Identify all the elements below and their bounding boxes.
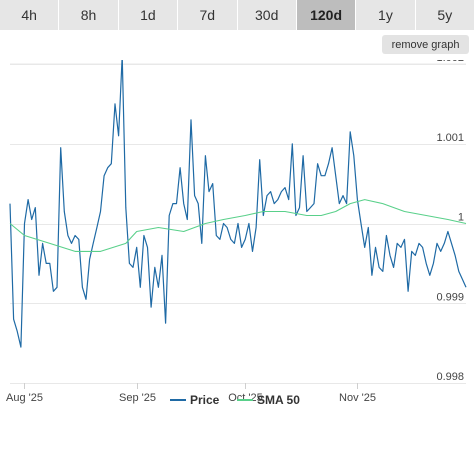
legend-sma-50[interactable]: SMA 50	[237, 393, 300, 407]
tab-5y[interactable]: 5y	[415, 0, 474, 30]
y-tick-label: 1.002	[436, 60, 464, 64]
tab-1y[interactable]: 1y	[356, 0, 416, 30]
x-tick-label: Aug '25	[6, 392, 43, 404]
x-tick-label: Nov '25	[339, 392, 376, 404]
range-tabs: 4h 8h 1d 7d 30d 120d 1y 5y	[0, 0, 474, 30]
tab-1d[interactable]: 1d	[118, 0, 179, 30]
tab-4h[interactable]: 4h	[0, 0, 60, 30]
price-line	[9, 60, 467, 348]
y-tick-label: 1.001	[436, 132, 464, 144]
y-tick-label: 0.998	[436, 371, 464, 383]
sma-50-line	[9, 199, 467, 252]
legend-price-label: Price	[190, 393, 220, 407]
y-tick-label: 1	[458, 212, 464, 224]
y-axis-ticks: 1.002 1.001 1 0.999 0.998	[436, 60, 464, 383]
x-tick-label: Oct '25	[228, 392, 263, 404]
legend: Price SMA 50	[170, 393, 300, 407]
y-tick-label: 0.999	[436, 291, 464, 303]
remove-graph-button[interactable]: remove graph	[382, 35, 469, 54]
series-lines	[9, 60, 467, 348]
tab-8h[interactable]: 8h	[59, 0, 119, 30]
x-tick-label: Sep '25	[119, 392, 156, 404]
grid	[10, 63, 466, 384]
legend-sma-50-label: SMA 50	[257, 393, 300, 407]
price-chart: 1.002 1.001 1 0.999 0.998 Aug '25 Sep '25 Oct …	[6, 60, 467, 407]
x-axis-ticks: Aug '25 Sep '25 Oct '25 Nov '25	[6, 383, 376, 404]
tab-7d[interactable]: 7d	[178, 0, 238, 30]
tab-120d[interactable]: 120d	[296, 0, 357, 30]
legend-price[interactable]: Price	[170, 393, 220, 407]
tab-30d[interactable]: 30d	[237, 0, 297, 30]
